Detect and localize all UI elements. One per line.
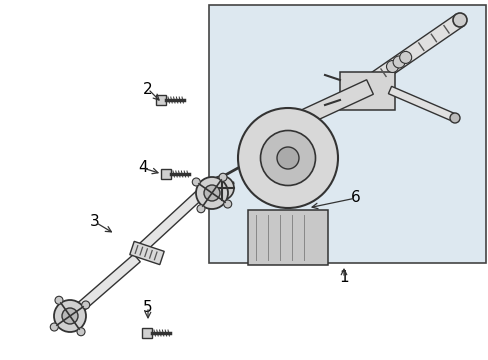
Circle shape — [386, 60, 398, 72]
Circle shape — [77, 328, 85, 336]
Circle shape — [399, 51, 411, 63]
Circle shape — [203, 185, 220, 201]
Text: 1: 1 — [339, 270, 348, 285]
Text: 2: 2 — [143, 81, 153, 96]
Text: 4: 4 — [138, 161, 147, 175]
Text: 5: 5 — [143, 300, 153, 315]
Circle shape — [238, 108, 337, 208]
Polygon shape — [366, 14, 463, 88]
Bar — [161, 169, 171, 179]
Circle shape — [449, 113, 459, 123]
Circle shape — [50, 323, 58, 331]
Polygon shape — [299, 80, 373, 125]
Circle shape — [62, 308, 78, 324]
Circle shape — [219, 173, 226, 181]
Circle shape — [392, 56, 404, 68]
Text: 6: 6 — [350, 190, 360, 206]
Circle shape — [209, 176, 234, 200]
Circle shape — [260, 130, 315, 185]
Bar — [208, 5, 485, 263]
Bar — [142, 328, 152, 338]
Bar — [156, 95, 165, 105]
Polygon shape — [129, 241, 164, 265]
Circle shape — [55, 296, 63, 304]
Circle shape — [196, 177, 227, 209]
Circle shape — [54, 300, 86, 332]
Bar — [247, 210, 327, 265]
Circle shape — [224, 200, 231, 208]
Bar — [339, 72, 394, 110]
Circle shape — [197, 205, 204, 213]
Text: 3: 3 — [90, 215, 100, 230]
Circle shape — [81, 301, 89, 309]
Polygon shape — [138, 184, 210, 252]
Polygon shape — [387, 86, 456, 122]
Circle shape — [452, 13, 466, 27]
Circle shape — [276, 147, 298, 169]
Polygon shape — [64, 254, 140, 322]
Circle shape — [192, 178, 200, 186]
